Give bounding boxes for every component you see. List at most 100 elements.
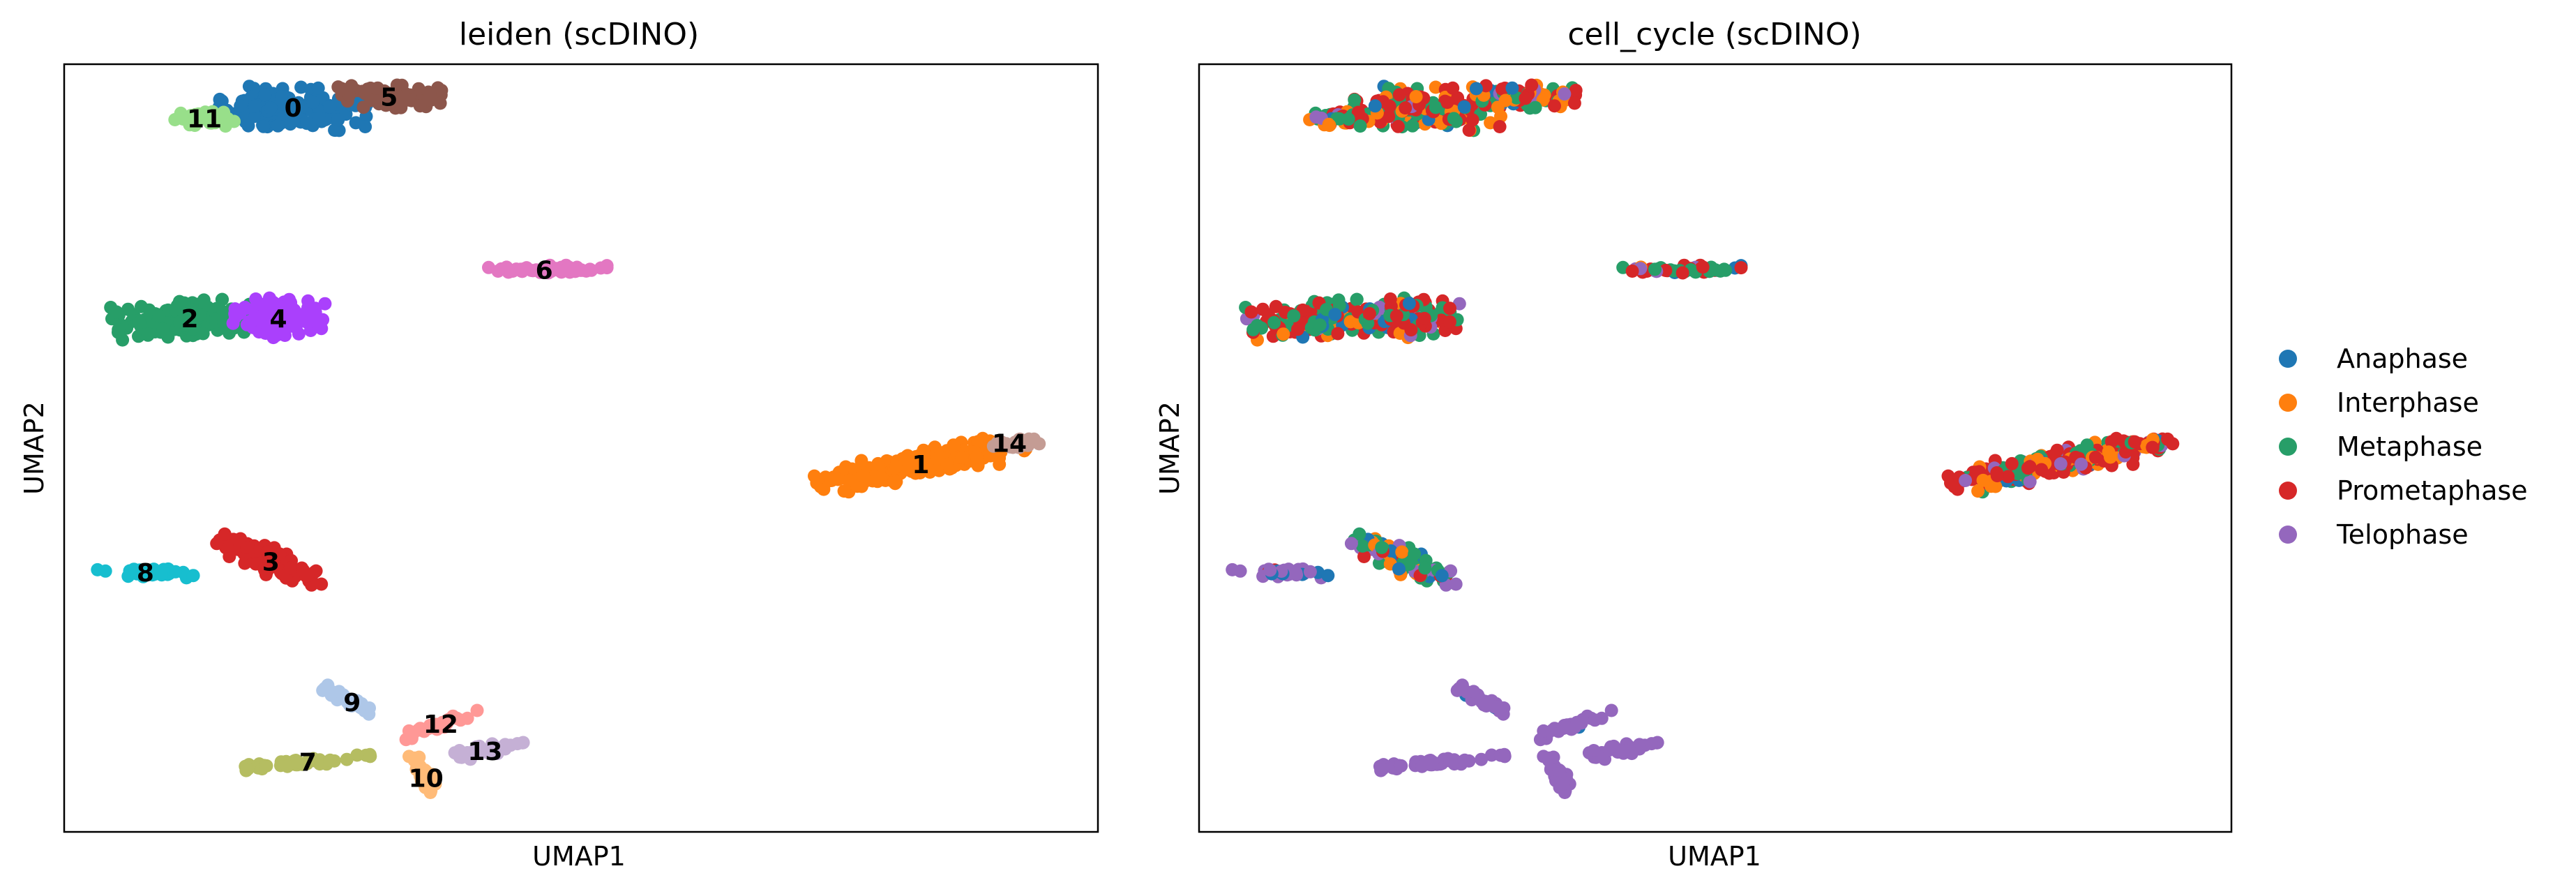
- cell-cycle-point-prometaphase: [1392, 88, 1406, 102]
- cell-cycle-point-metaphase: [1287, 309, 1301, 323]
- leiden-point-cluster-6: [513, 262, 527, 276]
- cell-cycle-point-telophase: [1556, 777, 1570, 791]
- leiden-point-cluster-0: [264, 101, 278, 115]
- cell-cycle-point-telophase: [1289, 566, 1303, 580]
- leiden-point-cluster-6: [562, 260, 575, 274]
- cell-cycle-point-prometaphase: [1625, 265, 1639, 278]
- cluster-label-1: 1: [912, 451, 929, 479]
- cell-cycle-point-anaphase: [1469, 82, 1483, 96]
- cell-cycle-point-telophase: [1443, 754, 1457, 768]
- leiden-point-cluster-12: [425, 721, 439, 735]
- cell-cycle-point-metaphase: [1429, 100, 1443, 114]
- leiden-point-cluster-0: [213, 93, 227, 107]
- cell-cycle-point-anaphase: [1402, 297, 1416, 311]
- leiden-point-cluster-3: [257, 562, 271, 576]
- cell-cycle-point-prometaphase: [1291, 322, 1304, 336]
- cell-cycle-legend: Anaphase Interphase Metaphase Prometapha…: [2279, 343, 2528, 550]
- leiden-point-cluster-5: [433, 96, 447, 110]
- cell-cycle-point-interphase: [1323, 119, 1336, 133]
- leiden-point-cluster-5: [435, 84, 449, 97]
- legend-marker-metaphase: [2279, 438, 2297, 456]
- leiden-point-cluster-7: [340, 752, 354, 766]
- leiden-point-cluster-1: [837, 484, 851, 498]
- cell-cycle-point-interphase: [1276, 327, 1290, 341]
- legend-item-telophase: Telophase: [2279, 519, 2469, 550]
- leiden-point-cluster-11: [217, 105, 231, 119]
- cell-cycle-point-prometaphase: [1493, 120, 1507, 133]
- leiden-point-cluster-7: [363, 750, 377, 763]
- leiden-point-cluster-5: [364, 94, 378, 107]
- leiden-point-cluster-10: [408, 751, 422, 765]
- cell-cycle-point-interphase: [1395, 545, 1409, 559]
- cell-cycle-point-anaphase: [1457, 100, 1471, 114]
- cell-cycle-point-telophase: [1959, 474, 1973, 487]
- leiden-point-cluster-4: [269, 323, 283, 337]
- leiden-point-cluster-3: [238, 556, 252, 570]
- leiden-point-cluster-7: [280, 759, 294, 773]
- leiden-point-cluster-0: [328, 124, 342, 137]
- cell-cycle-point-telophase: [1570, 715, 1584, 729]
- cluster-label-5: 5: [380, 84, 398, 112]
- leiden-point-cluster-1: [970, 450, 984, 464]
- cell-cycle-point-prometaphase: [1548, 99, 1561, 113]
- cell-cycle-point-telophase: [1587, 744, 1601, 757]
- leiden-point-cluster-2: [156, 322, 170, 336]
- leiden-point-cluster-2: [179, 318, 192, 332]
- leiden-point-cluster-9: [345, 699, 359, 713]
- leiden-point-cluster-0: [294, 100, 308, 114]
- cell-cycle-point-metaphase: [1350, 292, 1364, 306]
- leiden-point-cluster-8: [128, 563, 142, 577]
- leiden-point-cluster-8: [91, 563, 105, 576]
- leiden-point-cluster-1: [889, 460, 903, 474]
- leiden-point-cluster-13: [511, 737, 525, 751]
- cell-cycle-point-telophase: [2023, 475, 2037, 489]
- leiden-point-cluster-7: [239, 763, 253, 777]
- leiden-point-cluster-14: [1027, 432, 1041, 446]
- cell-cycle-point-prometaphase: [1443, 301, 1456, 315]
- leiden-point-cluster-3: [240, 541, 254, 554]
- cell-cycle-x-axis-label: UMAP1: [1668, 841, 1761, 872]
- cell-cycle-point-telophase: [1645, 737, 1659, 751]
- leiden-point-cluster-3: [268, 558, 282, 571]
- cell-cycle-point-prometaphase: [1399, 101, 1413, 115]
- cell-cycle-point-telophase: [1588, 713, 1602, 727]
- cell-cycle-point-prometaphase: [1734, 261, 1748, 275]
- leiden-point-cluster-4: [308, 301, 322, 315]
- cell-cycle-point-metaphase: [1246, 322, 1260, 336]
- leiden-point-cluster-12: [402, 724, 416, 738]
- cluster-label-10: 10: [409, 765, 444, 794]
- cell-cycle-point-telophase: [1449, 577, 1463, 591]
- leiden-point-cluster-8: [154, 566, 168, 580]
- cell-cycle-point-prometaphase: [1496, 82, 1509, 96]
- leiden-point-cluster-1: [920, 457, 934, 471]
- cell-cycle-point-telophase: [1604, 703, 1618, 717]
- leiden-point-cluster-3: [301, 569, 315, 583]
- leiden-point-cluster-5: [390, 78, 404, 92]
- cell-cycle-point-metaphase: [1353, 119, 1367, 133]
- cell-cycle-point-metaphase: [1418, 561, 1432, 575]
- leiden-point-cluster-3: [315, 577, 329, 591]
- leiden-point-cluster-2: [142, 327, 156, 341]
- legend-marker-interphase: [2279, 394, 2297, 412]
- leiden-point-cluster-0: [257, 119, 271, 133]
- leiden-point-cluster-2: [121, 302, 135, 316]
- leiden-point-cluster-0: [234, 99, 248, 113]
- leiden-point-cluster-2: [152, 309, 166, 323]
- cell-cycle-point-interphase: [2104, 450, 2117, 464]
- cell-cycle-point-prometaphase: [1404, 323, 1418, 337]
- leiden-point-cluster-1: [824, 474, 838, 487]
- cell-cycle-point-telophase: [1226, 563, 1240, 576]
- leiden-point-cluster-3: [221, 539, 235, 553]
- leiden-point-cluster-13: [453, 744, 467, 757]
- leiden-point-cluster-1: [901, 463, 914, 477]
- cell-cycle-point-prometaphase: [1569, 84, 1583, 97]
- cell-cycle-point-prometaphase: [1244, 305, 1258, 319]
- leiden-point-cluster-4: [228, 307, 242, 320]
- leiden-point-cluster-2: [216, 292, 229, 306]
- leiden-point-cluster-11: [188, 119, 202, 133]
- leiden-point-cluster-0: [331, 113, 345, 127]
- legend-label-anaphase: Anaphase: [2337, 343, 2468, 374]
- leiden-point-cluster-2: [196, 327, 210, 341]
- leiden-point-cluster-0: [248, 99, 262, 113]
